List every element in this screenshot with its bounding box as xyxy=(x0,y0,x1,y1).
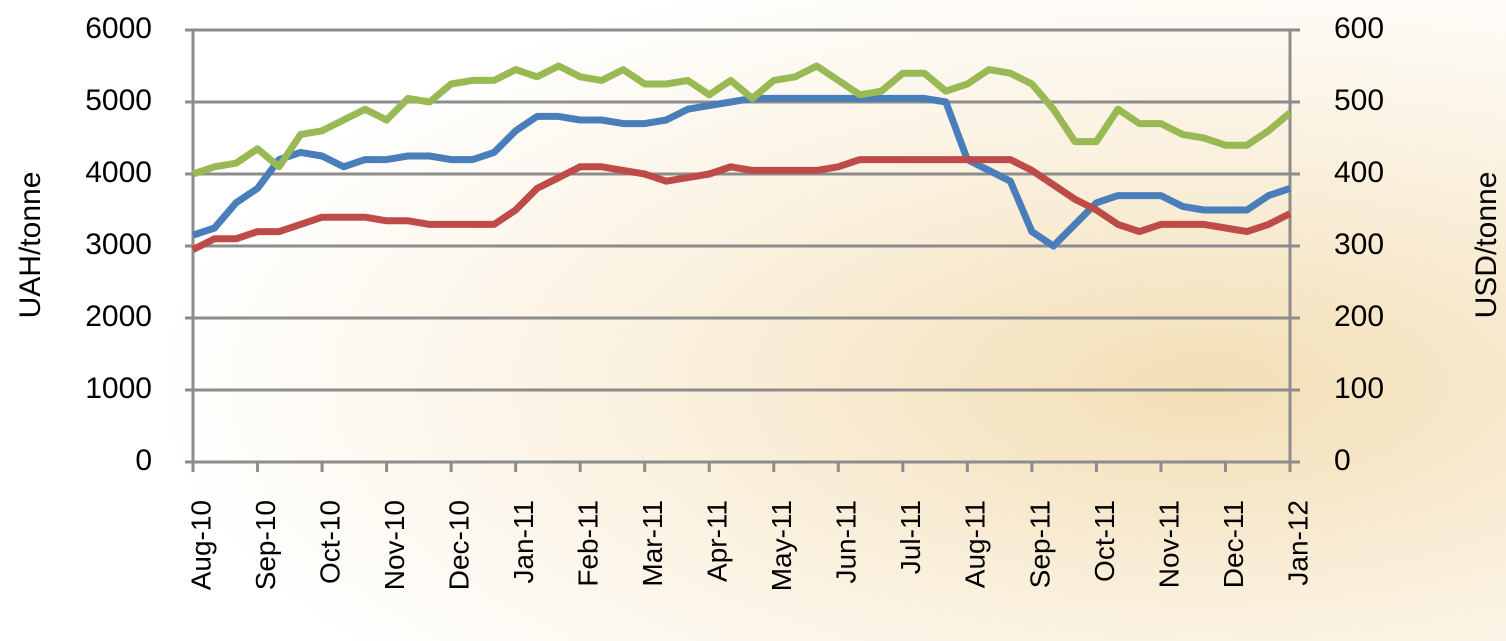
y-tick-label: 1000 xyxy=(85,372,152,405)
series-line xyxy=(191,62,1293,178)
y-tick-label: 4000 xyxy=(85,156,152,189)
y2-axis-title: USD/tonne xyxy=(1470,172,1503,319)
y2-tick-label: 600 xyxy=(1334,12,1384,45)
x-tick-label: May-11 xyxy=(766,500,797,591)
x-tick-label: Dec-11 xyxy=(1218,500,1249,588)
y2-tick-label: 100 xyxy=(1334,372,1384,405)
x-tick-label: Oct-10 xyxy=(314,500,345,584)
y2-tick-label: 500 xyxy=(1334,84,1384,117)
x-tick-label: Mar-11 xyxy=(637,500,668,587)
y-tick-label: 6000 xyxy=(85,12,152,45)
series-line xyxy=(191,156,1292,253)
x-tick-label: Dec-10 xyxy=(444,500,475,590)
y2-tick-label: 200 xyxy=(1334,300,1384,333)
x-tick-label: Apr-11 xyxy=(702,500,733,582)
x-tick-label: Sep-10 xyxy=(250,500,281,590)
x-tick-label: Nov-10 xyxy=(379,500,410,590)
x-tick-label: Jan-12 xyxy=(1282,500,1313,586)
x-tick-label: Nov-11 xyxy=(1153,500,1184,588)
y2-tick-label: 0 xyxy=(1334,444,1351,477)
x-tick-label: Jun-11 xyxy=(831,500,862,584)
y-tick-label: 5000 xyxy=(85,84,152,117)
y-tick-label: 2000 xyxy=(85,300,152,333)
series-line xyxy=(191,94,1292,250)
x-tick-label: Sep-11 xyxy=(1024,500,1055,588)
x-tick-label: Oct-11 xyxy=(1089,500,1120,582)
y-tick-label: 0 xyxy=(135,444,152,477)
y2-tick-label: 400 xyxy=(1334,156,1384,189)
y2-tick-label: 300 xyxy=(1334,228,1384,261)
x-tick-label: Jan-11 xyxy=(508,500,539,584)
y-axis-title: UAH/tonne xyxy=(14,172,47,319)
x-tick-label: Jul-11 xyxy=(895,500,926,574)
y-tick-label: 3000 xyxy=(85,228,152,261)
x-tick-label: Aug-10 xyxy=(185,500,216,590)
x-tick-label: Feb-11 xyxy=(573,500,604,587)
x-tick-label: Aug-11 xyxy=(960,500,991,588)
